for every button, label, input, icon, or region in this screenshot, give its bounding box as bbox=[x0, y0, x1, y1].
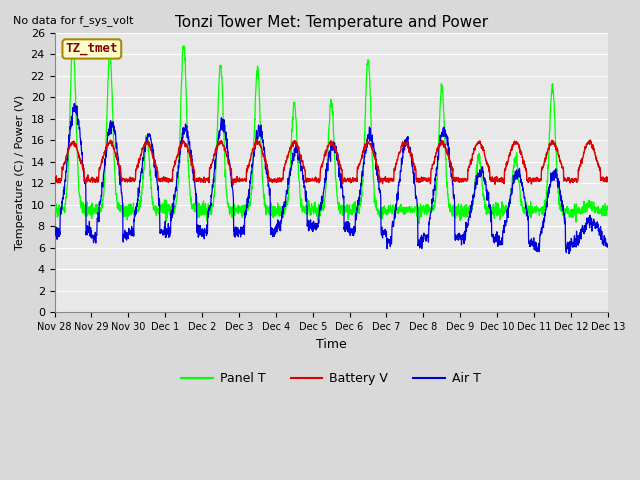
Text: TZ_tmet: TZ_tmet bbox=[65, 42, 118, 56]
Legend: Panel T, Battery V, Air T: Panel T, Battery V, Air T bbox=[177, 367, 486, 390]
X-axis label: Time: Time bbox=[316, 337, 346, 351]
Y-axis label: Temperature (C) / Power (V): Temperature (C) / Power (V) bbox=[15, 95, 25, 250]
Text: No data for f_sys_volt: No data for f_sys_volt bbox=[13, 15, 133, 26]
Title: Tonzi Tower Met: Temperature and Power: Tonzi Tower Met: Temperature and Power bbox=[175, 15, 488, 30]
